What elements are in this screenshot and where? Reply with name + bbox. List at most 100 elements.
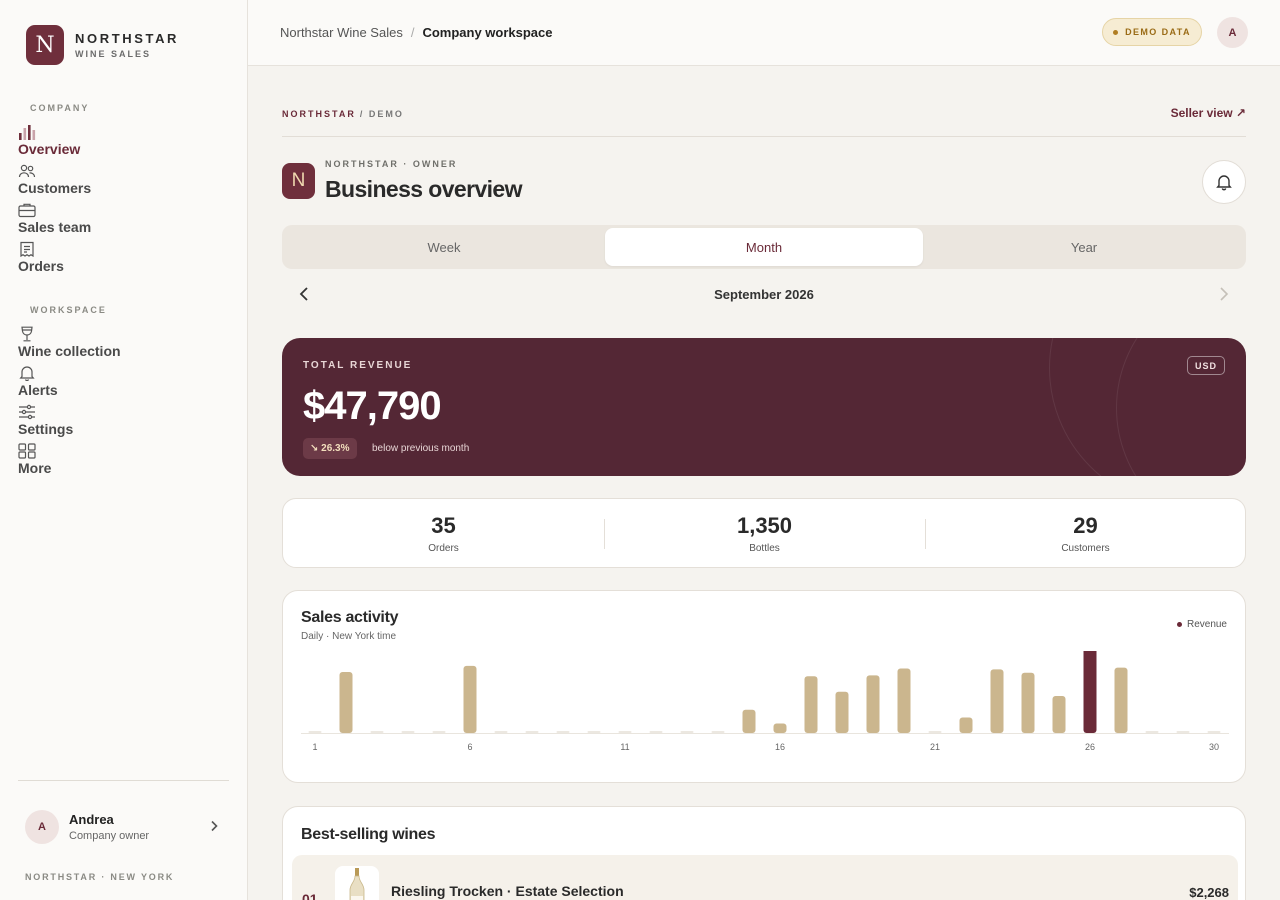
chart-bar-day-14[interactable]: [711, 731, 725, 733]
legend-label: Revenue: [1186, 619, 1227, 630]
sidebar-item-overview[interactable]: Overview: [18, 124, 228, 160]
chart-bar-day-3[interactable]: [370, 731, 384, 733]
chart-bar-day-1[interactable]: [308, 731, 322, 733]
user-profile-button[interactable]: A Andrea Company owner: [25, 809, 225, 845]
x-tick-label: 1: [312, 742, 317, 752]
revenue-value: $47,790: [303, 384, 442, 428]
chart-bar-day-5[interactable]: [432, 731, 446, 733]
stat-label: Orders: [428, 543, 459, 554]
page-title: Business overview: [325, 176, 523, 202]
sidebar-item-customers[interactable]: Customers: [18, 163, 228, 199]
wine-glass-icon: [21, 326, 33, 342]
bar-chart-icon: [19, 125, 36, 140]
chart-bar-day-30[interactable]: [1207, 731, 1221, 733]
chart-bar-day-15[interactable]: [742, 709, 756, 733]
chart-bar-day-9[interactable]: [556, 731, 570, 733]
chart-bar-day-18[interactable]: [835, 691, 849, 733]
stat-divider: [925, 519, 926, 549]
best-selling-wines-card: Best-selling wines 01 Riesling Trocken ·…: [282, 806, 1246, 900]
chart-bar-day-2[interactable]: [339, 671, 353, 733]
revenue-delta-note: below previous month: [372, 443, 470, 454]
revenue-label: TOTAL REVENUE: [303, 360, 413, 371]
chart-bar-day-25[interactable]: [1052, 696, 1066, 733]
x-tick-label: 6: [467, 742, 472, 752]
stat-value: 29: [1073, 513, 1098, 538]
stat-label: Bottles: [749, 543, 780, 554]
tab-week[interactable]: Week: [427, 239, 461, 255]
chevron-right-icon[interactable]: [1216, 285, 1232, 303]
x-tick-label: 21: [930, 742, 940, 752]
sidebar-item-settings[interactable]: Settings: [18, 404, 228, 440]
sidebar-item-wine-collection[interactable]: Wine collection: [18, 326, 228, 362]
chart-bar-day-20[interactable]: [897, 668, 911, 734]
brand-logo: N: [26, 25, 64, 65]
top-avatar[interactable]: A: [1217, 17, 1248, 48]
sidebar-divider: [18, 780, 229, 781]
chart-bar-day-6[interactable]: [463, 665, 477, 733]
brand-subtitle: WINE SALES: [75, 49, 152, 59]
stat-bottles: 1,350 Bottles: [604, 499, 925, 569]
tab-year[interactable]: Year: [1070, 239, 1098, 255]
sidebar-item-label: Customers: [18, 180, 92, 196]
chart-bar-day-19[interactable]: [866, 675, 880, 733]
chart-bar-day-17[interactable]: [804, 676, 818, 733]
chevron-left-icon[interactable]: [296, 285, 312, 303]
chart-bar-day-16[interactable]: [773, 723, 787, 733]
x-tick-label: 30: [1209, 742, 1219, 752]
chart-bar-day-10[interactable]: [587, 731, 601, 733]
chart-bar-day-4[interactable]: [401, 731, 415, 733]
chart-bar-day-13[interactable]: [680, 731, 694, 733]
sidebar-item-label: More: [18, 460, 52, 476]
stat-value: 1,350: [736, 513, 793, 538]
chart-bar-day-24[interactable]: [1021, 672, 1035, 733]
seller-view-link[interactable]: Seller view ↗: [1170, 106, 1246, 120]
notifications-button[interactable]: [1202, 160, 1246, 204]
demo-data-badge: DEMO DATA: [1102, 18, 1202, 46]
sidebar-item-more[interactable]: More: [18, 443, 228, 479]
chart-bar-day-7[interactable]: [494, 731, 508, 733]
chart-bar-day-12[interactable]: [649, 731, 663, 733]
x-tick-label: 16: [775, 742, 785, 752]
chart-bar-day-23[interactable]: [990, 669, 1004, 733]
chart-bar-day-29[interactable]: [1176, 731, 1190, 733]
period-selector: Week Month Year: [282, 225, 1246, 269]
main-content: NORTHSTAR / DEMO Seller view ↗ N NORTHSTA…: [282, 66, 1246, 900]
demo-badge-label: DEMO DATA: [1125, 27, 1191, 37]
revenue-delta-badge: ↘ 26.3%: [303, 438, 357, 459]
users-icon: [18, 164, 36, 178]
grid-icon: [18, 443, 36, 459]
sliders-icon: [19, 404, 35, 420]
sidebar-item-alerts[interactable]: Alerts: [18, 365, 228, 401]
chart-bar-day-21[interactable]: [928, 731, 942, 733]
x-tick-label: 26: [1085, 742, 1095, 752]
brand[interactable]: N NORTHSTAR WINE SALES: [26, 25, 179, 65]
currency-badge: USD: [1187, 356, 1225, 375]
topbar: Northstar Wine Sales / Company workspace D…: [248, 0, 1280, 66]
receipt-icon: [20, 241, 34, 257]
company-logo: N: [282, 163, 315, 199]
breadcrumb-root[interactable]: Northstar Wine Sales: [280, 25, 403, 40]
list-item[interactable]: 01 Riesling Trocken · Estate Selection $…: [292, 855, 1238, 900]
x-tick-label: 11: [620, 742, 629, 752]
chevron-right-icon: [211, 820, 218, 832]
nav-section-workspace: WORKSPACE: [30, 305, 107, 315]
eyebrow-brand: NORTHSTAR: [282, 109, 356, 119]
sidebar-item-orders[interactable]: Orders: [18, 241, 228, 277]
sidebar-item-sales-team[interactable]: Sales team: [18, 202, 228, 238]
tab-month[interactable]: Month: [605, 228, 923, 266]
summary-stats: 35 Orders 1,350 Bottles 29 Customers: [282, 498, 1246, 568]
chart-bar-day-27[interactable]: [1114, 667, 1128, 733]
brand-name: NORTHSTAR: [75, 31, 180, 46]
page-kicker: NORTHSTAR · OWNER: [325, 159, 458, 169]
chart-bar-day-28[interactable]: [1145, 731, 1159, 733]
sales-activity-chart: 1 6 11 16 21 26 30: [301, 651, 1229, 752]
chart-bar-day-26[interactable]: [1083, 651, 1097, 733]
total-revenue-card: TOTAL REVENUE $47,790 ↘ 26.3% below prev…: [282, 338, 1246, 476]
breadcrumb: Northstar Wine Sales / Company workspace: [280, 25, 553, 40]
chart-bar-day-8[interactable]: [525, 731, 539, 733]
breadcrumb-current: Company workspace: [422, 25, 553, 40]
chart-bar-day-22[interactable]: [959, 717, 973, 733]
chart-bar-day-11[interactable]: [618, 731, 632, 733]
sidebar-footer: NORTHSTAR · NEW YORK: [25, 872, 175, 882]
user-name: Andrea: [69, 812, 114, 827]
